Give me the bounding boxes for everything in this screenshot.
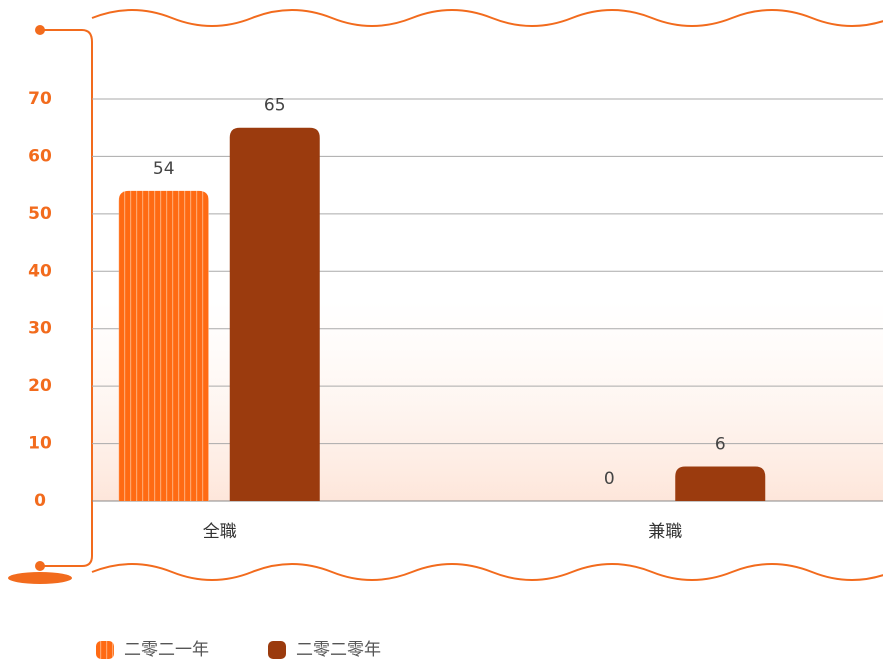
bottom-wave (91, 563, 883, 581)
legend-swatch (96, 641, 114, 659)
bar (675, 466, 766, 501)
y-tick-label: 70 (28, 89, 52, 109)
value-label: 54 (153, 159, 175, 179)
y-tick-label: 60 (28, 146, 52, 166)
background-fade (92, 300, 883, 501)
bracket-dot (35, 25, 45, 35)
y-tick-label: 50 (28, 204, 52, 224)
top-wave (91, 9, 883, 27)
bracket-base (8, 572, 72, 584)
legend-swatch (268, 641, 286, 659)
bracket-dot (35, 561, 45, 571)
y-tick-label: 40 (28, 261, 52, 281)
legend-label: 二零二一年 (124, 640, 209, 660)
y-tick-label: 30 (28, 319, 52, 339)
y-tick-label: 10 (28, 434, 52, 454)
x-tick-label: 兼職 (648, 522, 682, 542)
legend-label: 二零二零年 (296, 640, 381, 660)
bracket (40, 29, 93, 567)
y-tick-label: 20 (28, 376, 52, 396)
bar (118, 190, 209, 501)
x-tick-label: 全職 (203, 522, 237, 542)
bar (229, 127, 320, 501)
y-tick-label: 0 (34, 491, 46, 511)
value-label: 0 (604, 469, 615, 489)
value-label: 65 (264, 96, 286, 116)
value-label: 6 (715, 435, 726, 455)
